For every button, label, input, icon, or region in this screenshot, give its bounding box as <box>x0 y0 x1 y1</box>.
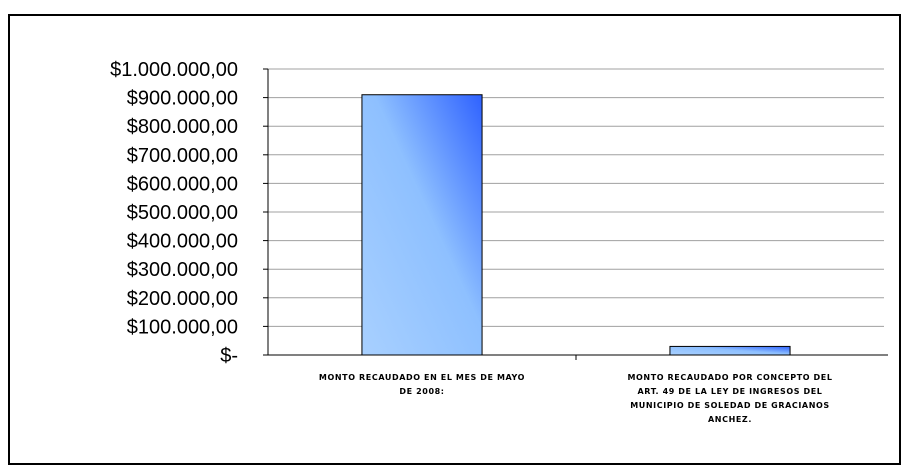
x-category-label: ANCHEZ. <box>708 415 752 424</box>
y-tick-label: $1.000.000,00 <box>110 59 238 81</box>
x-category-label: MUNICIPIO DE SOLEDAD DE GRACIANOS <box>630 401 830 410</box>
gridlines <box>268 68 884 327</box>
y-tick-label: $300.000,00 <box>127 259 238 281</box>
x-category-label: MONTO RECAUDADO EN EL MES DE MAYO <box>319 373 525 382</box>
y-tick-label: $800.000,00 <box>127 116 238 138</box>
axes <box>263 68 888 360</box>
x-category-labels: MONTO RECAUDADO EN EL MES DE MAYO DE 2008… <box>319 373 832 424</box>
x-category-label: ART. 49 DE LA LEY DE INGRESOS DEL <box>638 387 823 396</box>
bar <box>361 94 483 356</box>
y-tick-label: $600.000,00 <box>127 173 238 195</box>
bars <box>361 94 791 356</box>
y-tick-labels: $- $100.000,00 $200.000,00 $300.000,00 $400.… <box>110 59 238 367</box>
y-tick-label: $500.000,00 <box>127 202 238 224</box>
y-tick-label: $- <box>220 345 238 367</box>
bar-chart: $- $100.000,00 $200.000,00 $300.000,00 $400.… <box>110 59 888 424</box>
bar <box>669 345 791 356</box>
y-tick-label: $900.000,00 <box>127 88 238 110</box>
y-tick-label: $200.000,00 <box>127 288 238 310</box>
chart-frame: $- $100.000,00 $200.000,00 $300.000,00 $400.… <box>8 14 901 465</box>
y-tick-label: $700.000,00 <box>127 145 238 167</box>
x-category-label: MONTO RECAUDADO POR CONCEPTO DEL <box>627 373 832 382</box>
y-tick-label: $400.000,00 <box>127 231 238 253</box>
x-category-label: DE 2008: <box>399 387 444 396</box>
y-tick-label: $100.000,00 <box>127 316 238 338</box>
